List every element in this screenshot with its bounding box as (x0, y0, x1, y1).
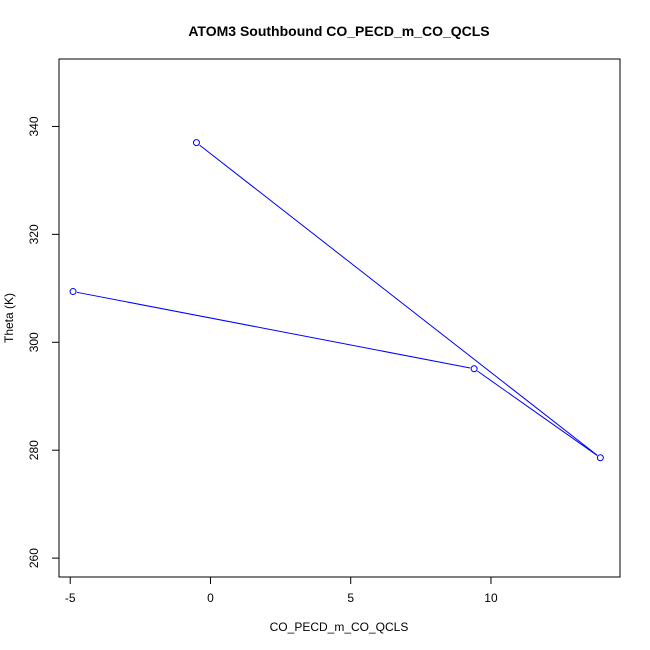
y-tick-label: 280 (27, 440, 41, 460)
y-tick-label: 260 (27, 548, 41, 568)
series-line-segment (477, 370, 598, 456)
y-axis: 260 280 300 320 340 (27, 116, 60, 568)
series-line-segment (199, 144, 598, 456)
y-axis-label: Theta (K) (2, 293, 16, 343)
data-point (596, 454, 604, 462)
plot-frame (58, 58, 621, 578)
data-point (192, 139, 200, 147)
data-point (470, 365, 478, 373)
x-tick-label: -5 (65, 591, 76, 605)
data-point (69, 288, 77, 296)
series-layer (69, 139, 604, 462)
y-tick-label: 340 (27, 116, 41, 136)
x-tick-label: 0 (207, 591, 214, 605)
y-tick-label: 320 (27, 224, 41, 244)
series-line-segment (76, 291, 471, 369)
x-axis: -5 0 5 10 (65, 576, 498, 605)
chart-title: ATOM3 Southbound CO_PECD_m_CO_QCLS (188, 23, 489, 39)
x-tick-label: 5 (347, 591, 354, 605)
x-axis-label: CO_PECD_m_CO_QCLS (270, 620, 409, 634)
x-tick-label: 10 (484, 591, 498, 605)
y-tick-label: 300 (27, 332, 41, 352)
